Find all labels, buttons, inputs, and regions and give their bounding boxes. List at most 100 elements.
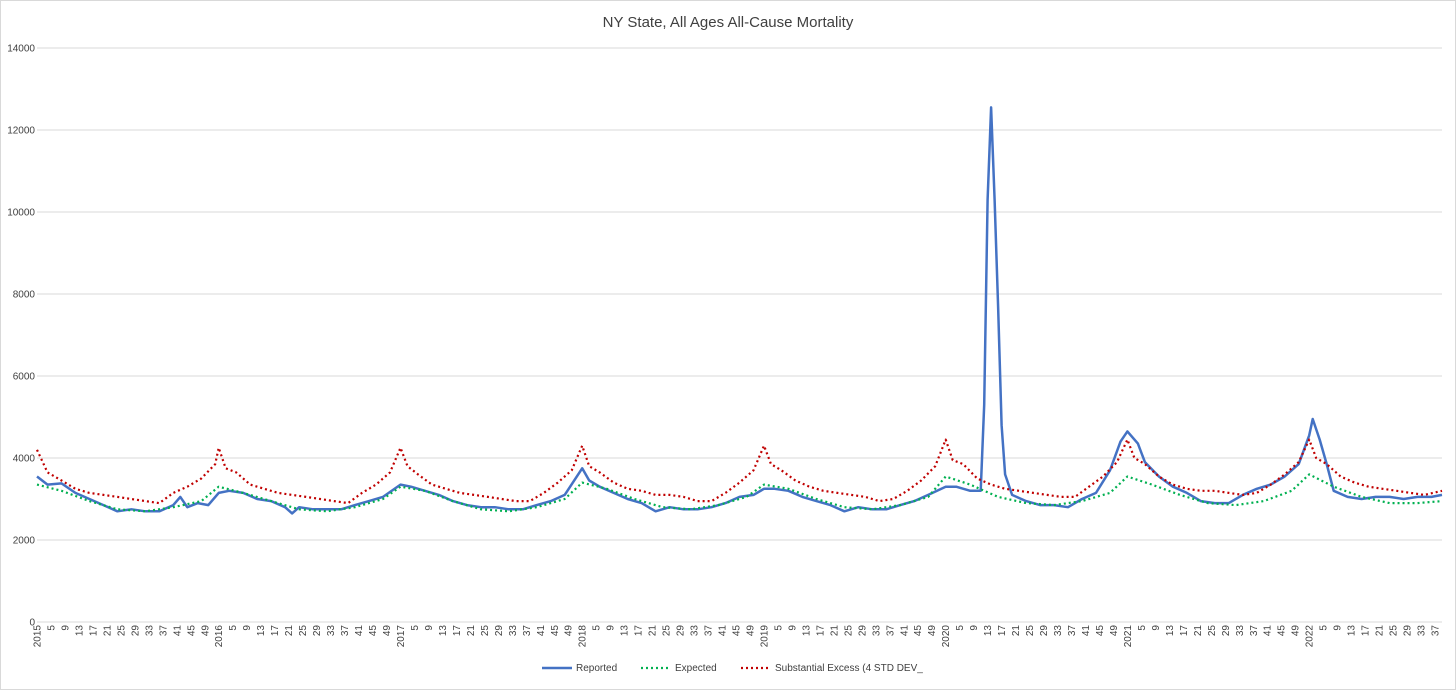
y-tick-label: 10000 [7, 208, 35, 219]
x-year-label: 2016 [214, 625, 225, 648]
x-week-label: 25 [1025, 625, 1036, 637]
x-week-label: 5 [410, 625, 421, 631]
x-week-label: 41 [172, 625, 183, 637]
y-tick-label: 6000 [13, 372, 36, 383]
x-week-label: 21 [1011, 625, 1022, 637]
x-week-label: 33 [871, 625, 882, 637]
y-tick-label: 2000 [13, 536, 36, 547]
x-week-label: 13 [620, 625, 631, 637]
x-week-label: 17 [1361, 625, 1372, 637]
x-week-label: 37 [1067, 625, 1078, 637]
legend-label: Expected [675, 663, 717, 674]
x-year-label: 2021 [1123, 625, 1134, 648]
x-week-label: 29 [130, 625, 141, 637]
x-week-label: 5 [955, 625, 966, 631]
x-week-label: 5 [592, 625, 603, 631]
x-week-label: 5 [1137, 625, 1148, 631]
x-week-label: 49 [564, 625, 575, 637]
x-week-label: 37 [158, 625, 169, 637]
x-week-label: 37 [704, 625, 715, 637]
x-week-label: 21 [466, 625, 477, 637]
x-week-label: 49 [200, 625, 211, 637]
x-week-label: 33 [690, 625, 701, 637]
x-week-label: 17 [815, 625, 826, 637]
x-week-label: 21 [102, 625, 113, 637]
x-week-label: 25 [480, 625, 491, 637]
x-week-label: 9 [60, 625, 71, 631]
x-week-label: 45 [186, 625, 197, 637]
x-week-label: 49 [1109, 625, 1120, 637]
x-week-label: 5 [773, 625, 784, 631]
x-week-label: 13 [1165, 625, 1176, 637]
x-week-label: 17 [270, 625, 281, 637]
x-week-label: 37 [340, 625, 351, 637]
x-week-label: 5 [1319, 625, 1330, 631]
x-week-label: 29 [1403, 625, 1414, 637]
x-week-label: 45 [913, 625, 924, 637]
x-week-label: 37 [1431, 625, 1442, 637]
x-week-label: 21 [648, 625, 659, 637]
y-tick-label: 0 [29, 618, 35, 629]
x-week-label: 9 [424, 625, 435, 631]
x-week-label: 29 [494, 625, 505, 637]
x-week-label: 29 [312, 625, 323, 637]
x-week-label: 29 [857, 625, 868, 637]
x-week-label: 49 [1291, 625, 1302, 637]
x-week-label: 9 [969, 625, 980, 631]
x-week-label: 45 [1095, 625, 1106, 637]
x-week-label: 25 [1389, 625, 1400, 637]
x-week-label: 25 [662, 625, 673, 637]
x-axis-ticks: 2015 5 9 13 17 21 25 29 33 37 41 45 49 2016 5 9 13 17 21 25… [33, 625, 1442, 648]
x-week-label: 13 [983, 625, 994, 637]
y-tick-label: 14000 [7, 44, 35, 55]
x-week-label: 25 [298, 625, 309, 637]
x-week-label: 33 [508, 625, 519, 637]
x-week-label: 49 [927, 625, 938, 637]
x-week-label: 21 [829, 625, 840, 637]
x-week-label: 41 [536, 625, 547, 637]
y-gridlines [37, 47, 1442, 623]
x-year-label: 2022 [1305, 625, 1316, 648]
x-week-label: 45 [1277, 625, 1288, 637]
x-week-label: 17 [452, 625, 463, 637]
x-week-label: 13 [1347, 625, 1358, 637]
y-tick-label: 8000 [13, 290, 36, 301]
legend: Reported Expected Substantial Excess (4 ST… [542, 663, 923, 674]
y-axis-ticks: 0 2000 4000 6000 8000 10000 12000 14000 [7, 44, 35, 629]
x-year-label: 2015 [33, 625, 44, 648]
x-week-label: 41 [899, 625, 910, 637]
x-week-label: 17 [1179, 625, 1190, 637]
x-week-label: 9 [1151, 625, 1162, 631]
x-year-label: 2017 [396, 625, 407, 648]
y-tick-label: 12000 [7, 126, 35, 137]
x-week-label: 45 [732, 625, 743, 637]
x-week-label: 33 [1417, 625, 1428, 637]
x-week-label: 25 [843, 625, 854, 637]
x-week-label: 41 [1263, 625, 1274, 637]
x-week-label: 25 [1207, 625, 1218, 637]
x-week-label: 21 [284, 625, 295, 637]
x-week-label: 33 [1235, 625, 1246, 637]
x-week-label: 37 [1249, 625, 1260, 637]
x-week-label: 13 [438, 625, 449, 637]
x-week-label: 49 [745, 625, 756, 637]
x-week-label: 41 [1081, 625, 1092, 637]
x-week-label: 29 [676, 625, 687, 637]
x-week-label: 37 [885, 625, 896, 637]
series-line-1 [36, 106, 1443, 515]
x-year-label: 2019 [759, 625, 770, 648]
x-week-label: 5 [228, 625, 239, 631]
chart-title: NY State, All Ages All-Cause Mortality [603, 14, 854, 31]
x-week-label: 33 [144, 625, 155, 637]
x-week-label: 41 [718, 625, 729, 637]
x-week-label: 9 [242, 625, 253, 631]
x-week-label: 13 [74, 625, 85, 637]
x-week-label: 13 [256, 625, 267, 637]
x-week-label: 21 [1375, 625, 1386, 637]
series-lines [36, 106, 1443, 515]
x-week-label: 45 [550, 625, 561, 637]
x-week-label: 49 [382, 625, 393, 637]
x-week-label: 29 [1039, 625, 1050, 637]
